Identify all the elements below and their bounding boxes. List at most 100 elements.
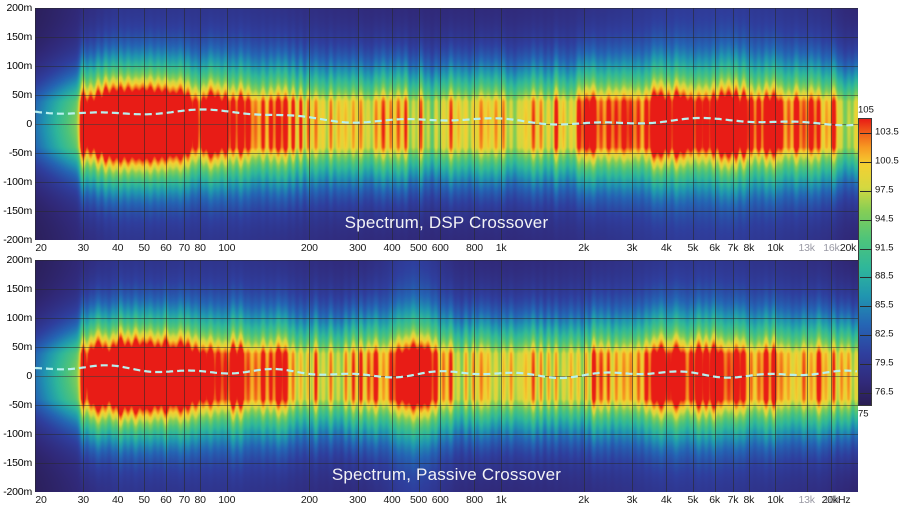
colorbar-tick-label: 76.5 [875, 386, 894, 398]
colorbar-tick [860, 248, 872, 250]
colorbar-tick [860, 363, 872, 365]
x-tick-label: 6k [709, 494, 720, 506]
colorbar-tick-label: 85.5 [875, 299, 894, 311]
plot-title-dsp: Spectrum, DSP Crossover [344, 213, 549, 232]
x-tick-label: 400 [383, 494, 401, 506]
x-tick-label: 300 [349, 242, 367, 254]
x-tick-label: 800 [466, 494, 483, 506]
panel-passive-crossover: 200m 150m 100m 50m 0 -50m -100m -150m -200m Spec… [0, 254, 900, 510]
x-tick-label: 80 [194, 494, 206, 506]
x-tick-label: 400 [383, 242, 401, 254]
x-tick-label: 2k [578, 242, 590, 254]
x-tick-label: 60 [160, 494, 172, 506]
y-tick-label: 150m [6, 31, 33, 43]
plot-area-passive: Spectrum, Passive Crossover [35, 260, 858, 492]
x-tick-label: 16k [823, 242, 840, 254]
group-delay-trace-passive [35, 364, 858, 380]
y-tick-label: 200m [6, 2, 33, 14]
group-delay-trace-dsp [35, 108, 858, 127]
colorbar-tick [860, 392, 872, 394]
y-tick-label: 0 [26, 118, 32, 130]
x-axis-top: 20 30 40 50 60 70 80 100 200 300 400 500 600 800 1k 2k 3… [35, 242, 858, 258]
group-delay-curve [35, 364, 858, 380]
colorbar-tick-label: 82.5 [875, 328, 894, 340]
colorbar-tick-label: 105 [858, 104, 874, 116]
x-tick-label: 500 [410, 494, 427, 506]
y-tick-label: 0 [26, 370, 32, 382]
y-tick-label: 150m [6, 283, 33, 295]
x-tick-label: 30 [77, 494, 89, 506]
x-tick-label: 40 [111, 494, 124, 506]
x-tick-label: 10k [767, 242, 784, 254]
colorbar-tick-label: 94.5 [875, 213, 894, 225]
x-tick-label: 80 [194, 242, 206, 254]
group-delay-curve [35, 108, 858, 127]
x-tick-label: 1k [495, 494, 507, 506]
colorbar-tick-label: 100.5 [875, 155, 899, 167]
x-tick-label: 20 [35, 242, 47, 254]
colorbar-tick-label: 88.5 [875, 270, 894, 282]
x-tick-label: 50 [138, 242, 150, 254]
x-tick-label: 40 [111, 242, 124, 254]
panel-dsp-crossover: 200m 150m 100m 50m 0 -50m -100m -150m -200m Spec… [0, 0, 900, 254]
x-tick-label: 100 [218, 494, 236, 506]
y-tick-label: -50m [8, 399, 32, 411]
x-tick-label: 70 [178, 242, 190, 254]
colorbar-tick [860, 162, 872, 164]
plot-area-dsp: Spectrum, DSP Crossover [35, 8, 858, 240]
x-tick-label: 200 [300, 494, 318, 506]
x-tick-label: 300 [349, 494, 367, 506]
x-tick-label: 13k [798, 242, 816, 254]
x-tick-label: 6k [709, 242, 720, 254]
colorbar-tick-label: 91.5 [875, 242, 894, 254]
x-tick-label: 50 [138, 494, 150, 506]
colorbar-tick [860, 219, 872, 221]
x-tick-label: 3k [626, 242, 638, 254]
x-tick-label: 60 [160, 242, 172, 254]
y-tick-label: -150m [3, 457, 32, 469]
y-tick-label: -150m [3, 205, 32, 217]
x-tick-label: 4k [660, 494, 672, 506]
colorbar-gradient [858, 118, 872, 406]
x-tick-label: 600 [431, 242, 449, 254]
y-tick-label: -50m [8, 147, 32, 159]
x-tick-label: 5k [687, 494, 699, 506]
x-tick-label: 30 [77, 242, 89, 254]
x-tick-label: 5k [687, 242, 699, 254]
y-tick-label: 50m [12, 341, 32, 353]
y-tick-label: -200m [3, 486, 32, 498]
y-axis-bottom: 200m 150m 100m 50m 0 -50m -100m -150m -200m [0, 254, 33, 498]
colorbar-tick [860, 133, 872, 135]
colorbar-legend: 105 103.5 100.5 97.5 94.5 91.5 88.5 85.5 82.5 79.… [858, 105, 900, 420]
colorbar-tick [860, 191, 872, 192]
x-tick-label: 7k [727, 242, 739, 254]
x-tick-label: 20kHz [821, 494, 851, 506]
y-tick-label: 50m [12, 89, 32, 101]
colorbar-tick-label: 79.5 [875, 357, 894, 369]
colorbar-tick [860, 306, 872, 308]
y-tick-label: -200m [3, 234, 32, 246]
colorbar-tick [860, 335, 872, 336]
x-tick-label: 7k [727, 494, 739, 506]
x-tick-label: 2k [578, 494, 590, 506]
y-tick-label: -100m [3, 428, 32, 440]
colorbar-tick-label: 103.5 [875, 126, 899, 138]
colorbar-tick [860, 277, 872, 279]
y-tick-label: 100m [6, 60, 33, 72]
x-tick-label: 800 [466, 242, 483, 254]
x-tick-label: 200 [300, 242, 318, 254]
y-axis-top: 200m 150m 100m 50m 0 -50m -100m -150m -200m [0, 2, 33, 246]
x-tick-label: 13k [798, 494, 816, 506]
plot-title-passive: Spectrum, Passive Crossover [331, 465, 562, 484]
x-tick-label: 16k [823, 494, 840, 506]
x-tick-label: 8k [743, 242, 755, 254]
x-tick-label: 4k [660, 242, 672, 254]
x-tick-label: 10k [767, 494, 784, 506]
x-tick-label: 500 [410, 242, 427, 254]
x-tick-label: 600 [431, 494, 449, 506]
x-axis-bottom: 20 30 40 50 60 70 80 100 200 300 400 500 600 800 1k 2k 3… [35, 494, 858, 510]
colorbar-tick-label: 97.5 [875, 184, 894, 196]
x-tick-label: 8k [743, 494, 755, 506]
x-tick-label: 20k [839, 242, 857, 254]
